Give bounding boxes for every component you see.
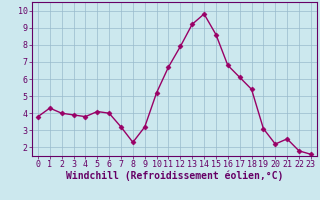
X-axis label: Windchill (Refroidissement éolien,°C): Windchill (Refroidissement éolien,°C) (66, 171, 283, 181)
